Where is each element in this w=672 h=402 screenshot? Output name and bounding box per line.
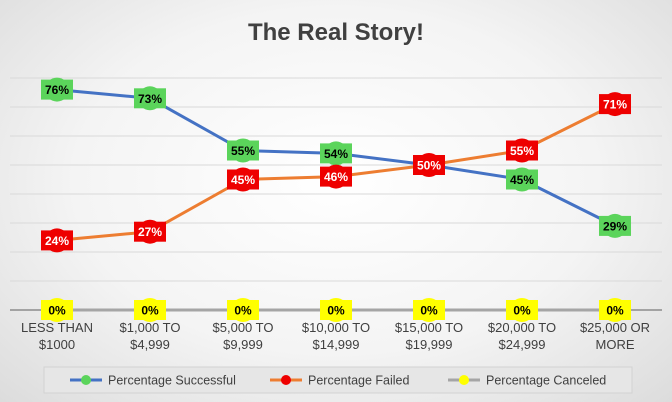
x-tick-label: $5,000 TO $9,999	[213, 320, 274, 352]
data-label: 0%	[606, 304, 624, 318]
x-tick-label: $20,000 TO $24,999	[488, 320, 556, 352]
x-tick-label: $1,000 TO $4,999	[120, 320, 181, 352]
data-label: 45%	[231, 173, 255, 187]
data-label: 46%	[324, 170, 348, 184]
data-label: 45%	[510, 173, 534, 187]
data-label: 0%	[234, 304, 252, 318]
data-label: 0%	[327, 304, 345, 318]
data-label: 0%	[420, 304, 438, 318]
legend-label: Percentage Canceled	[486, 374, 606, 388]
data-labels: 0% 0% 0% 0% 0% 0% 0% 76% 73% 55% 54% 45% 29% 24% 27% 45…	[41, 78, 631, 322]
legend-label: Percentage Failed	[308, 374, 410, 388]
series-group	[57, 90, 615, 310]
data-label: 0%	[48, 304, 66, 318]
data-label: 50%	[417, 159, 441, 173]
data-label: 76%	[45, 83, 69, 97]
legend: Percentage Successful Percentage Failed Pe…	[44, 367, 632, 393]
chart-title: The Real Story!	[248, 19, 424, 46]
data-label: 55%	[510, 144, 534, 158]
x-tick-label: $25,000 OR MORE	[580, 320, 650, 352]
data-label: 73%	[138, 92, 162, 106]
x-tick-label: LESS THAN $1000	[21, 320, 93, 352]
x-tick-label: $10,000 TO $14,999	[302, 320, 370, 352]
data-label: 54%	[324, 147, 348, 161]
data-label: 0%	[141, 304, 159, 318]
x-tick-label: $15,000 TO $19,999	[395, 320, 463, 352]
data-label: 55%	[231, 144, 255, 158]
data-label: 0%	[513, 304, 531, 318]
data-label: 24%	[45, 234, 69, 248]
data-label: 27%	[138, 225, 162, 239]
legend-label: Percentage Successful	[108, 374, 236, 388]
data-label: 29%	[603, 219, 627, 233]
data-label: 71%	[603, 98, 627, 112]
